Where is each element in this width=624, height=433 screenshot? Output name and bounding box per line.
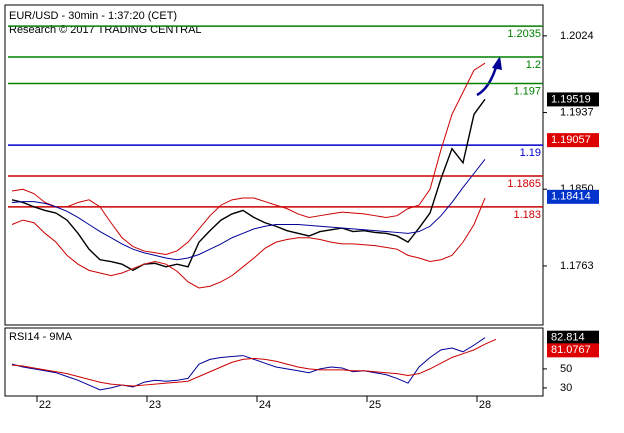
series-line	[11, 158, 486, 261]
price-marker	[547, 343, 599, 358]
series-line	[11, 337, 486, 391]
y-tick-label: 1.2024	[560, 30, 594, 42]
level-label: 1.2035	[507, 28, 541, 40]
level-label: 1.2	[526, 59, 541, 71]
price-marker-label: 81.0767	[551, 344, 591, 356]
price-marker	[547, 330, 599, 345]
price-marker-label: 1.19519	[551, 93, 591, 105]
forecast-arrow	[476, 56, 502, 97]
price-marker-label: 1.18414	[551, 191, 591, 203]
y-tick-label: 30	[560, 382, 572, 394]
price-marker	[547, 189, 599, 204]
series-line	[11, 62, 486, 255]
chart-title: EUR/USD - 30min - 1:37:20 (CET)	[9, 10, 177, 22]
x-tick-label: 24	[259, 399, 271, 411]
x-tick-label: 22	[39, 399, 51, 411]
series-line	[11, 98, 486, 272]
x-tick-label: 25	[369, 399, 381, 411]
series-line	[11, 338, 497, 387]
price-frame	[4, 4, 544, 326]
price-marker	[547, 133, 599, 148]
price-marker-label: 82.814	[551, 332, 585, 344]
level-label: 1.1865	[507, 178, 541, 190]
x-tick-label: 28	[479, 399, 491, 411]
level-label: 1.183	[513, 209, 541, 221]
rsi-frame	[4, 327, 544, 397]
y-tick-label: 1.1937	[560, 106, 594, 118]
y-tick-label: 1.1763	[560, 260, 594, 272]
rsi-title: RSI14 - 9MA	[9, 331, 73, 343]
level-label: 1.19	[520, 147, 541, 159]
price-marker-label: 1.19057	[551, 134, 591, 146]
y-tick-label: 50	[560, 363, 572, 375]
series-line	[11, 197, 486, 289]
price-marker	[547, 92, 599, 107]
x-tick-label: 23	[149, 399, 161, 411]
level-label: 1.197	[513, 85, 541, 97]
